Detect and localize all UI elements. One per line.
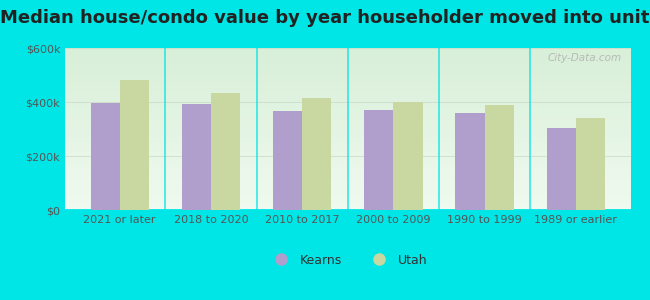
Bar (456, 113, 484, 210)
Bar (576, 118, 605, 210)
Bar (273, 111, 302, 210)
Bar (393, 102, 422, 210)
Legend: Kearns, Utah: Kearns, Utah (263, 249, 432, 272)
Bar (182, 104, 211, 210)
Bar (547, 128, 576, 210)
Bar (302, 98, 332, 210)
Text: Median house/condo value by year householder moved into unit: Median house/condo value by year househo… (0, 9, 650, 27)
Bar (120, 80, 149, 210)
Bar (211, 92, 240, 210)
Bar (90, 103, 120, 210)
Text: City-Data.com: City-Data.com (548, 53, 622, 63)
Bar (364, 110, 393, 210)
Bar (484, 105, 514, 210)
